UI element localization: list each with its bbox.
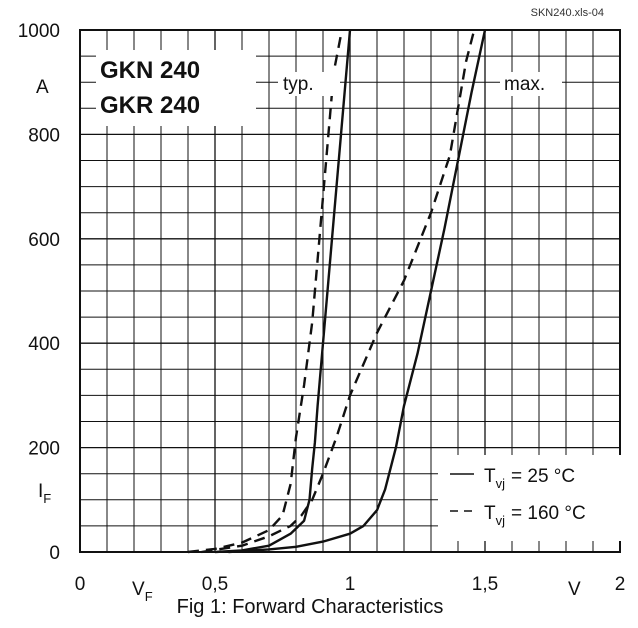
y-tick-label: 0 xyxy=(49,543,60,564)
y-axis-var: I xyxy=(38,481,43,502)
y-tick-label: 1000 xyxy=(18,21,60,42)
curves xyxy=(187,29,487,554)
x-tick-label: 1,5 xyxy=(472,574,498,595)
x-tick-label: 2 xyxy=(615,574,626,595)
series-line-max-dashed xyxy=(201,29,476,554)
legend-entry-160: Tvj = 160 °C xyxy=(484,503,586,528)
y-unit-label: A xyxy=(36,77,49,98)
device-label-box xyxy=(96,50,256,126)
region-label-typ: typ. xyxy=(283,74,314,95)
series-line-typ-solid xyxy=(214,29,352,554)
file-reference: SKN240.xls-04 xyxy=(531,7,604,19)
x-axis-var: V xyxy=(132,579,145,600)
legend-entry-25: Tvj = 25 °C xyxy=(484,466,575,491)
figure-caption: Fig 1: Forward Characteristics xyxy=(176,596,444,618)
y-tick-label: 800 xyxy=(28,125,60,146)
x-tick-label: 0 xyxy=(75,574,86,595)
y-tick-label: 400 xyxy=(28,334,60,355)
legend: Tvj = 25 °C Tvj = 160 °C xyxy=(438,455,624,541)
x-tick-label: 0,5 xyxy=(202,574,228,595)
x-tick-label: 1 xyxy=(345,574,356,595)
device-label-1: GKN 240 xyxy=(100,57,200,84)
y-tick-label: 600 xyxy=(28,230,60,251)
y-axis-label: IF xyxy=(38,481,51,506)
typ-label-box xyxy=(278,72,340,96)
region-label-max: max. xyxy=(504,74,545,95)
y-axis-sub: F xyxy=(43,491,51,506)
y-tick-label: 200 xyxy=(28,439,60,460)
max-label-box xyxy=(500,72,562,96)
tick-labels: 0 0,5 1 1,5 2 0 200 400 600 800 1000 xyxy=(18,21,626,595)
x-axis-sub: F xyxy=(145,589,153,604)
series-line-max-solid xyxy=(228,29,487,554)
x-unit-label: V xyxy=(568,579,581,600)
legend-box xyxy=(438,455,624,541)
device-label-2: GKR 240 xyxy=(100,92,200,119)
series-line-typ-dashed xyxy=(187,29,344,554)
x-axis-label: VF xyxy=(132,579,153,604)
